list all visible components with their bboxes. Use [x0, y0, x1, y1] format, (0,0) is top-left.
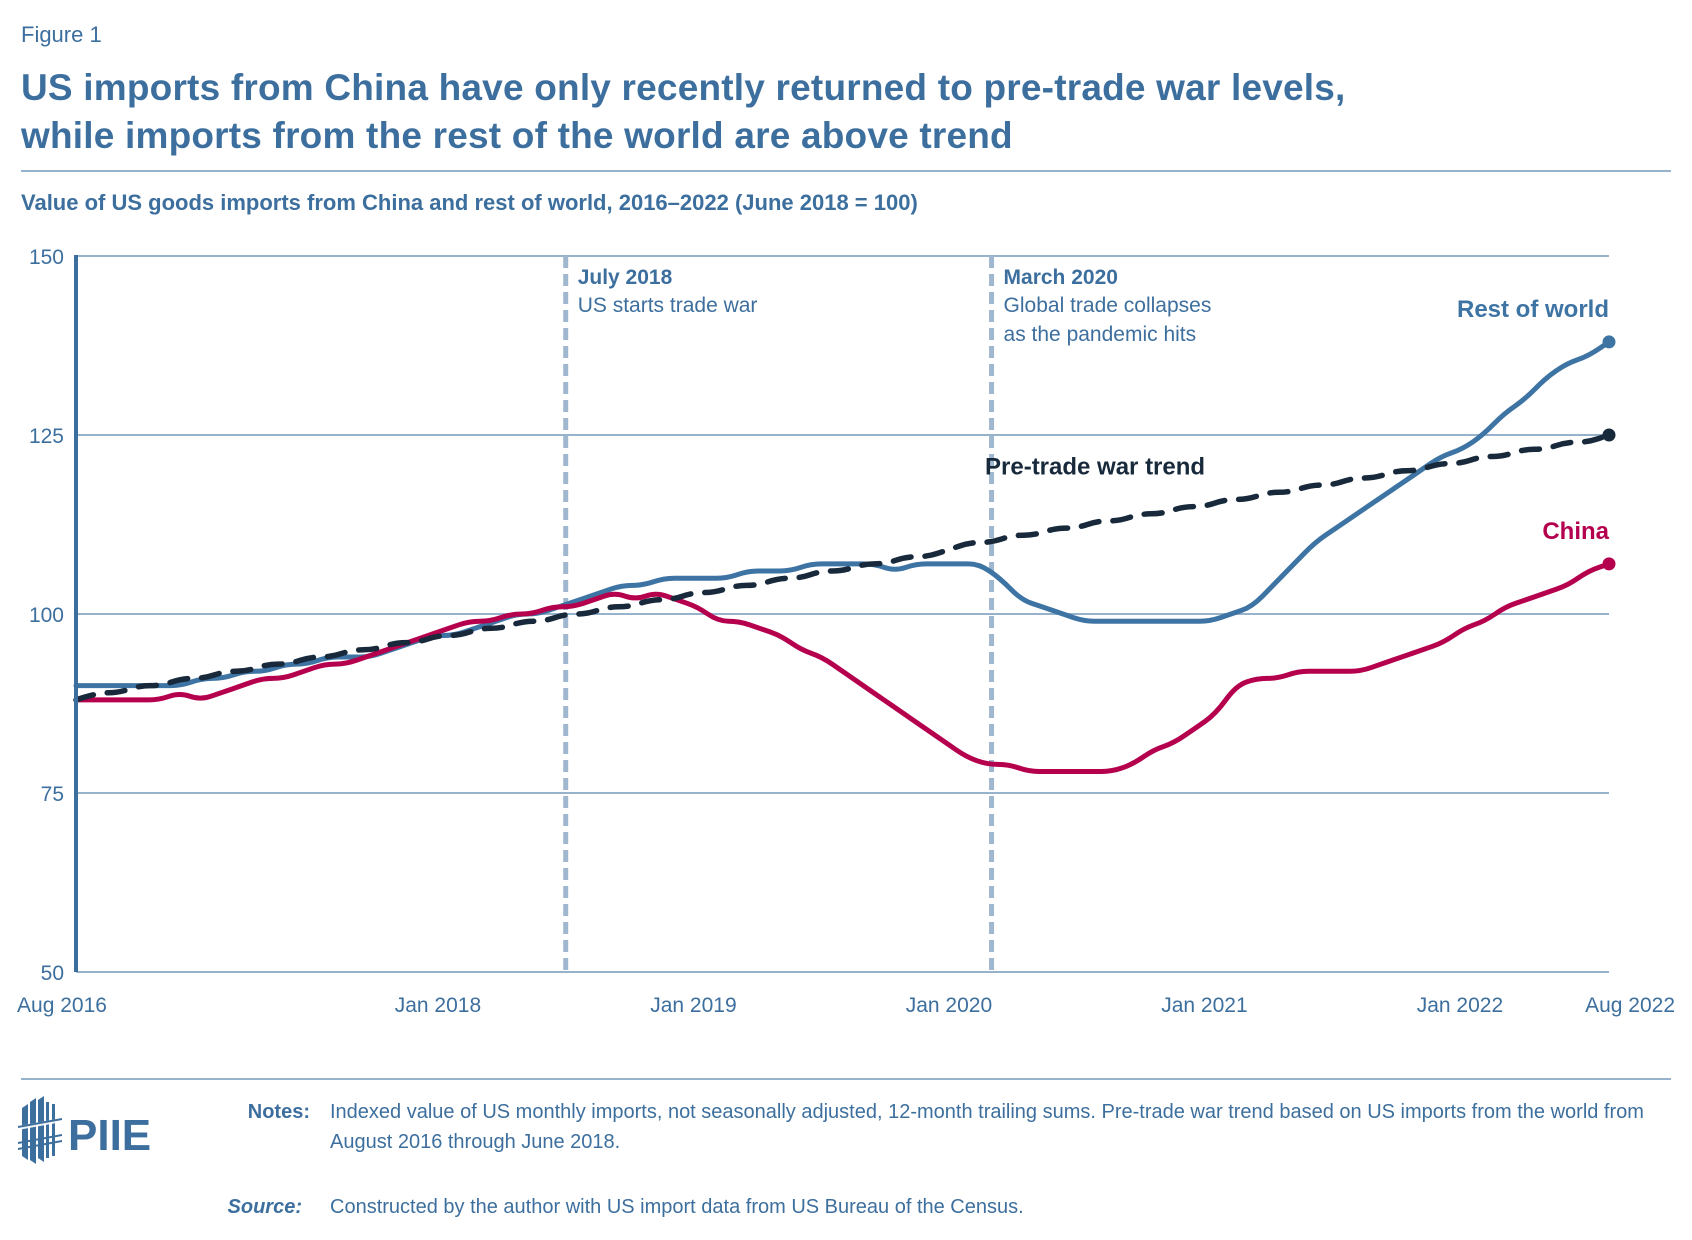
series-label-pre-trade-war-trend: Pre-trade war trend — [985, 453, 1205, 480]
event-title: March 2020 — [1004, 266, 1118, 289]
source-text: Constructed by the author with US import… — [330, 1196, 1024, 1218]
end-marker-china — [1602, 557, 1616, 571]
y-tick-label: 100 — [29, 604, 64, 627]
series-line-pre-trade-war-trend — [73, 432, 1612, 703]
event-title: July 2018 — [578, 266, 673, 289]
notes-label: Notes: — [247, 1101, 310, 1123]
logo-text: PIIE — [68, 1111, 151, 1160]
axes: 50 75 100 125 150 Aug 2016 Jan 2018 Jan 2019 Jan… — [17, 246, 1675, 1017]
x-tick-label: Aug 2016 — [17, 994, 107, 1017]
event-description: US starts trade war — [578, 294, 758, 317]
series-line-rest-of-world — [73, 339, 1612, 689]
y-tick-label: 150 — [29, 246, 64, 269]
y-tick-label: 50 — [41, 962, 64, 985]
source-label: Source: — [227, 1196, 302, 1218]
chart-title: US imports from China have only recently… — [21, 64, 1681, 160]
series-line-china — [73, 561, 1612, 774]
line-chart: July 2018 US starts trade war March 2020 Gl… — [17, 246, 1675, 1017]
figure-label: Figure 1 — [21, 22, 102, 47]
series-labels: Rest of world China Pre-trade war trend — [985, 296, 1610, 545]
chart-title-line-1: US imports from China have only recently… — [21, 67, 1346, 108]
gridlines — [76, 255, 1609, 973]
footer-divider — [21, 1078, 1671, 1080]
series-label-china: China — [1542, 518, 1609, 545]
series-lines — [73, 335, 1616, 774]
notes-text: Indexed value of US monthly imports, not… — [330, 1101, 1644, 1153]
y-tick-label: 75 — [41, 783, 64, 806]
x-tick-label: Jan 2020 — [906, 994, 992, 1017]
event-description: Global trade collapses — [1004, 294, 1212, 317]
x-tick-label: Jan 2019 — [650, 994, 736, 1017]
chart-title-line-2: while imports from the rest of the world… — [21, 115, 1013, 156]
series-label-rest-of-world: Rest of world — [1457, 296, 1609, 323]
x-tick-label: Jan 2021 — [1161, 994, 1247, 1017]
building-icon — [18, 1096, 62, 1164]
event-description: as the pandemic hits — [1004, 323, 1197, 346]
end-marker-pre-trade-war-trend — [1602, 428, 1616, 442]
chart-subtitle: Value of US goods imports from China and… — [21, 190, 918, 215]
x-tick-label: Jan 2018 — [395, 994, 481, 1017]
event-annotations: July 2018 US starts trade war March 2020 Gl… — [563, 256, 1212, 972]
x-tick-label: Jan 2022 — [1417, 994, 1503, 1017]
x-tick-label: Aug 2022 — [1585, 994, 1675, 1017]
piie-logo: PIIE — [18, 1096, 151, 1164]
title-divider — [21, 170, 1671, 172]
y-tick-label: 125 — [29, 425, 64, 448]
end-marker-rest-of-world — [1602, 335, 1616, 349]
